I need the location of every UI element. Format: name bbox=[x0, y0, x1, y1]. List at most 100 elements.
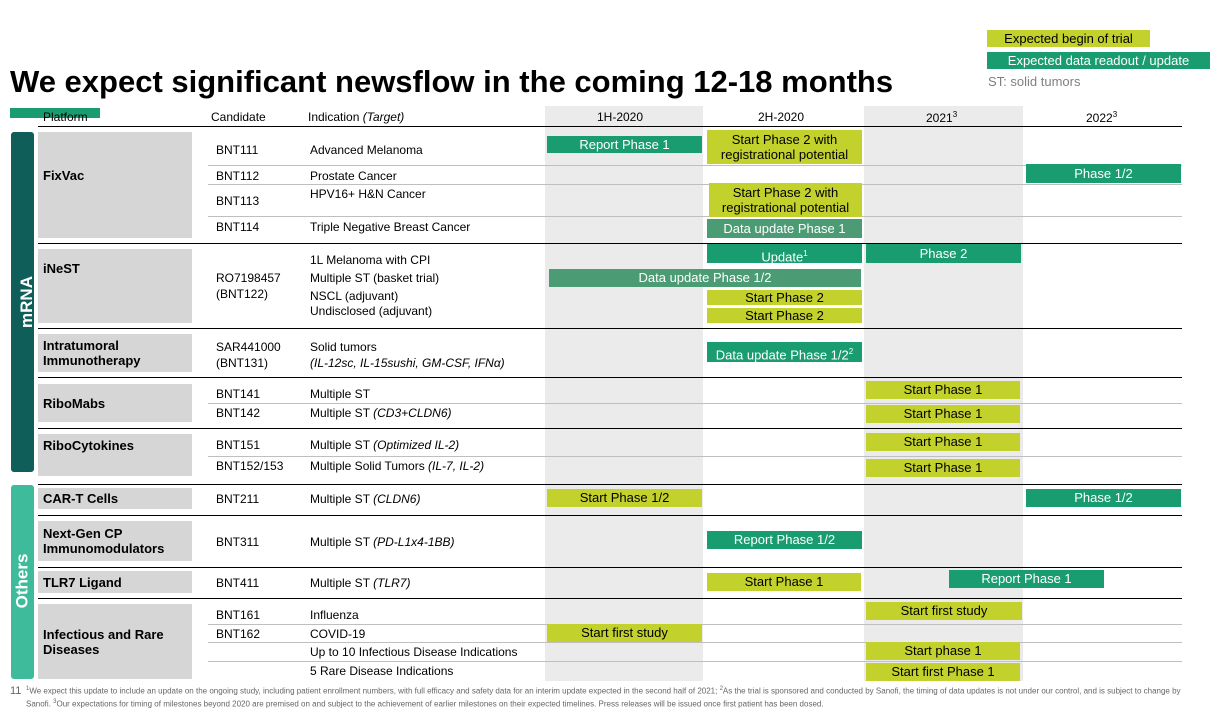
indication-bnt151-text: Multiple ST bbox=[310, 438, 374, 452]
row-divider bbox=[38, 243, 1182, 244]
milestone-bnt113-line2: registrational potential bbox=[721, 200, 850, 215]
row-divider bbox=[38, 328, 1182, 329]
sub-row-divider bbox=[208, 184, 1182, 185]
milestone-bnt113-start-phase2: Start Phase 2 with registrational potenti… bbox=[709, 183, 862, 217]
page-number: 11 bbox=[10, 685, 22, 697]
milestone-nscl-start-phase2: Start Phase 2 bbox=[707, 290, 862, 305]
indication-covid: COVID-19 bbox=[310, 627, 366, 641]
indication-bnt151-target: (Optimized IL-2) bbox=[373, 438, 460, 452]
indication-bnt211: Multiple ST (CLDN6) bbox=[310, 491, 420, 507]
milestone-infectious-start-phase1: Start phase 1 bbox=[866, 642, 1020, 660]
header-2021-text: 2021 bbox=[926, 111, 953, 125]
platform-infectious-line2: Diseases bbox=[43, 642, 100, 657]
milestone-ro-phase2: Phase 2 bbox=[866, 244, 1021, 263]
milestone-bnt152-start-phase1: Start Phase 1 bbox=[866, 459, 1020, 477]
row-divider bbox=[38, 567, 1182, 568]
legend-st-note: ST: solid tumors bbox=[988, 74, 1081, 89]
milestone-bnt111-report-phase1: Report Phase 1 bbox=[547, 136, 702, 153]
header-2021: 20213 bbox=[926, 110, 957, 125]
footnote-2: As the trial is sponsored and conducted … bbox=[26, 686, 1181, 709]
header-platform: Platform bbox=[43, 110, 88, 124]
platform-box-cart bbox=[38, 488, 192, 509]
indication-melanoma-cpi: 1L Melanoma with CPI bbox=[310, 253, 431, 267]
platform-intratumoral-line2: Immunotherapy bbox=[43, 353, 141, 368]
candidate-ro-line2: (BNT122) bbox=[216, 287, 269, 301]
milestone-ro-update-sup: 1 bbox=[803, 249, 808, 258]
header-2022-sup: 3 bbox=[1112, 110, 1118, 119]
platform-inest: iNeST bbox=[43, 261, 80, 276]
indication-bnt142: Multiple ST (CD3+CLDN6) bbox=[310, 405, 452, 421]
footnote-1-marker: 1 bbox=[26, 686, 30, 692]
milestone-bnt142-start-phase1: Start Phase 1 bbox=[866, 405, 1020, 423]
sub-row-divider bbox=[208, 216, 1182, 217]
milestone-bnt162-start-first-study: Start first study bbox=[547, 624, 702, 642]
candidate-ro7198457: RO7198457 (BNT122) bbox=[216, 270, 281, 302]
indication-bnt211-target: (CLDN6) bbox=[373, 492, 421, 506]
platform-box-tlr7 bbox=[38, 571, 192, 593]
header-candidate: Candidate bbox=[211, 110, 266, 124]
platform-ribocytokines: RiboCytokines bbox=[43, 438, 135, 453]
footnote-1: We expect this update to include an upda… bbox=[29, 686, 720, 696]
candidate-sar-line1: SAR441000 bbox=[216, 340, 281, 354]
milestone-sar-data-update-sup: 2 bbox=[848, 347, 854, 356]
indication-bnt151: Multiple ST (Optimized IL-2) bbox=[310, 437, 459, 453]
sub-row-divider bbox=[208, 456, 1182, 457]
platform-box-fixvac bbox=[38, 132, 192, 238]
candidate-bnt142: BNT142 bbox=[216, 406, 261, 420]
footnotes: 1We expect this update to include an upd… bbox=[26, 684, 1201, 709]
row-divider bbox=[38, 515, 1182, 516]
header-1h2020: 1H-2020 bbox=[597, 110, 644, 124]
row-divider bbox=[38, 428, 1182, 429]
candidate-bnt151: BNT151 bbox=[216, 438, 261, 452]
platform-header-bar bbox=[10, 108, 100, 118]
platform-fixvac: FixVac bbox=[43, 168, 85, 183]
header-2022: 20223 bbox=[1086, 110, 1117, 125]
milestone-bnt113-line1: Start Phase 2 with bbox=[732, 185, 839, 200]
sub-row-divider bbox=[208, 165, 1182, 166]
header-2021-sup: 3 bbox=[952, 110, 958, 119]
candidate-bnt152: BNT152/153 bbox=[216, 459, 284, 473]
milestone-bnt311-report-phase12: Report Phase 1/2 bbox=[707, 531, 862, 549]
footnote-3: Our expectations for timing of milestone… bbox=[56, 699, 824, 709]
candidate-sar441000: SAR441000 (BNT131) bbox=[216, 339, 281, 371]
row-divider bbox=[38, 484, 1182, 485]
platform-box-ribomabs bbox=[38, 384, 192, 422]
platform-box-inest bbox=[38, 249, 192, 323]
platform-infectious-line1: Infectious and Rare bbox=[43, 627, 164, 642]
milestone-bnt111-line2: registrational potential bbox=[720, 147, 849, 162]
header-target: (Target) bbox=[362, 110, 405, 124]
indication-influenza: Influenza bbox=[310, 608, 359, 622]
platform-ribomabs: RiboMabs bbox=[43, 396, 106, 411]
milestone-bnt211-phase12: Phase 1/2 bbox=[1026, 489, 1181, 507]
page-title: We expect significant newsflow in the co… bbox=[10, 64, 894, 99]
platform-infectious: Infectious and Rare Diseases bbox=[43, 627, 164, 657]
candidate-sar-line2: (BNT131) bbox=[216, 356, 269, 370]
milestone-bnt411-start-phase1: Start Phase 1 bbox=[707, 573, 861, 591]
section-mrna-label: mRNA bbox=[16, 276, 36, 328]
candidate-bnt113: BNT113 bbox=[216, 194, 260, 208]
candidate-bnt411: BNT411 bbox=[216, 576, 260, 590]
indication-hpv: HPV16+ H&N Cancer bbox=[310, 187, 426, 201]
header-divider bbox=[38, 126, 1182, 127]
legend-begin-trial: Expected begin of trial bbox=[987, 30, 1150, 47]
sub-row-divider bbox=[208, 403, 1182, 404]
platform-box-nextgen bbox=[38, 521, 192, 561]
milestone-bnt211-start-phase12: Start Phase 1/2 bbox=[547, 489, 702, 507]
indication-bnt142-target: (CD3+CLDN6) bbox=[373, 406, 452, 420]
platform-nextgen: Next-Gen CP Immunomodulators bbox=[43, 526, 164, 556]
milestone-ro-data-update: Data update Phase 1/2 bbox=[549, 269, 861, 287]
platform-intratumoral-line1: Intratumoral bbox=[43, 338, 119, 353]
indication-bnt411-target: (TLR7) bbox=[373, 576, 411, 590]
milestone-bnt111-line1: Start Phase 2 with bbox=[731, 132, 838, 147]
sub-row-divider bbox=[208, 661, 1182, 662]
sub-row-divider bbox=[208, 642, 1182, 643]
platform-box-infectious bbox=[38, 604, 192, 679]
indication-undisclosed: Undisclosed (adjuvant) bbox=[310, 304, 433, 318]
indication-bnt311-target: (PD-L1x4-1BB) bbox=[373, 535, 455, 549]
section-others-label: Others bbox=[12, 553, 32, 609]
indication-bnt152-text: Multiple Solid Tumors bbox=[310, 459, 429, 473]
indication-bnt152: Multiple Solid Tumors (IL-7, IL-2) bbox=[310, 458, 484, 474]
platform-cart: CAR-T Cells bbox=[43, 491, 119, 506]
legend-data-readout: Expected data readout / update bbox=[987, 52, 1210, 69]
platform-tlr7: TLR7 Ligand bbox=[43, 575, 122, 590]
